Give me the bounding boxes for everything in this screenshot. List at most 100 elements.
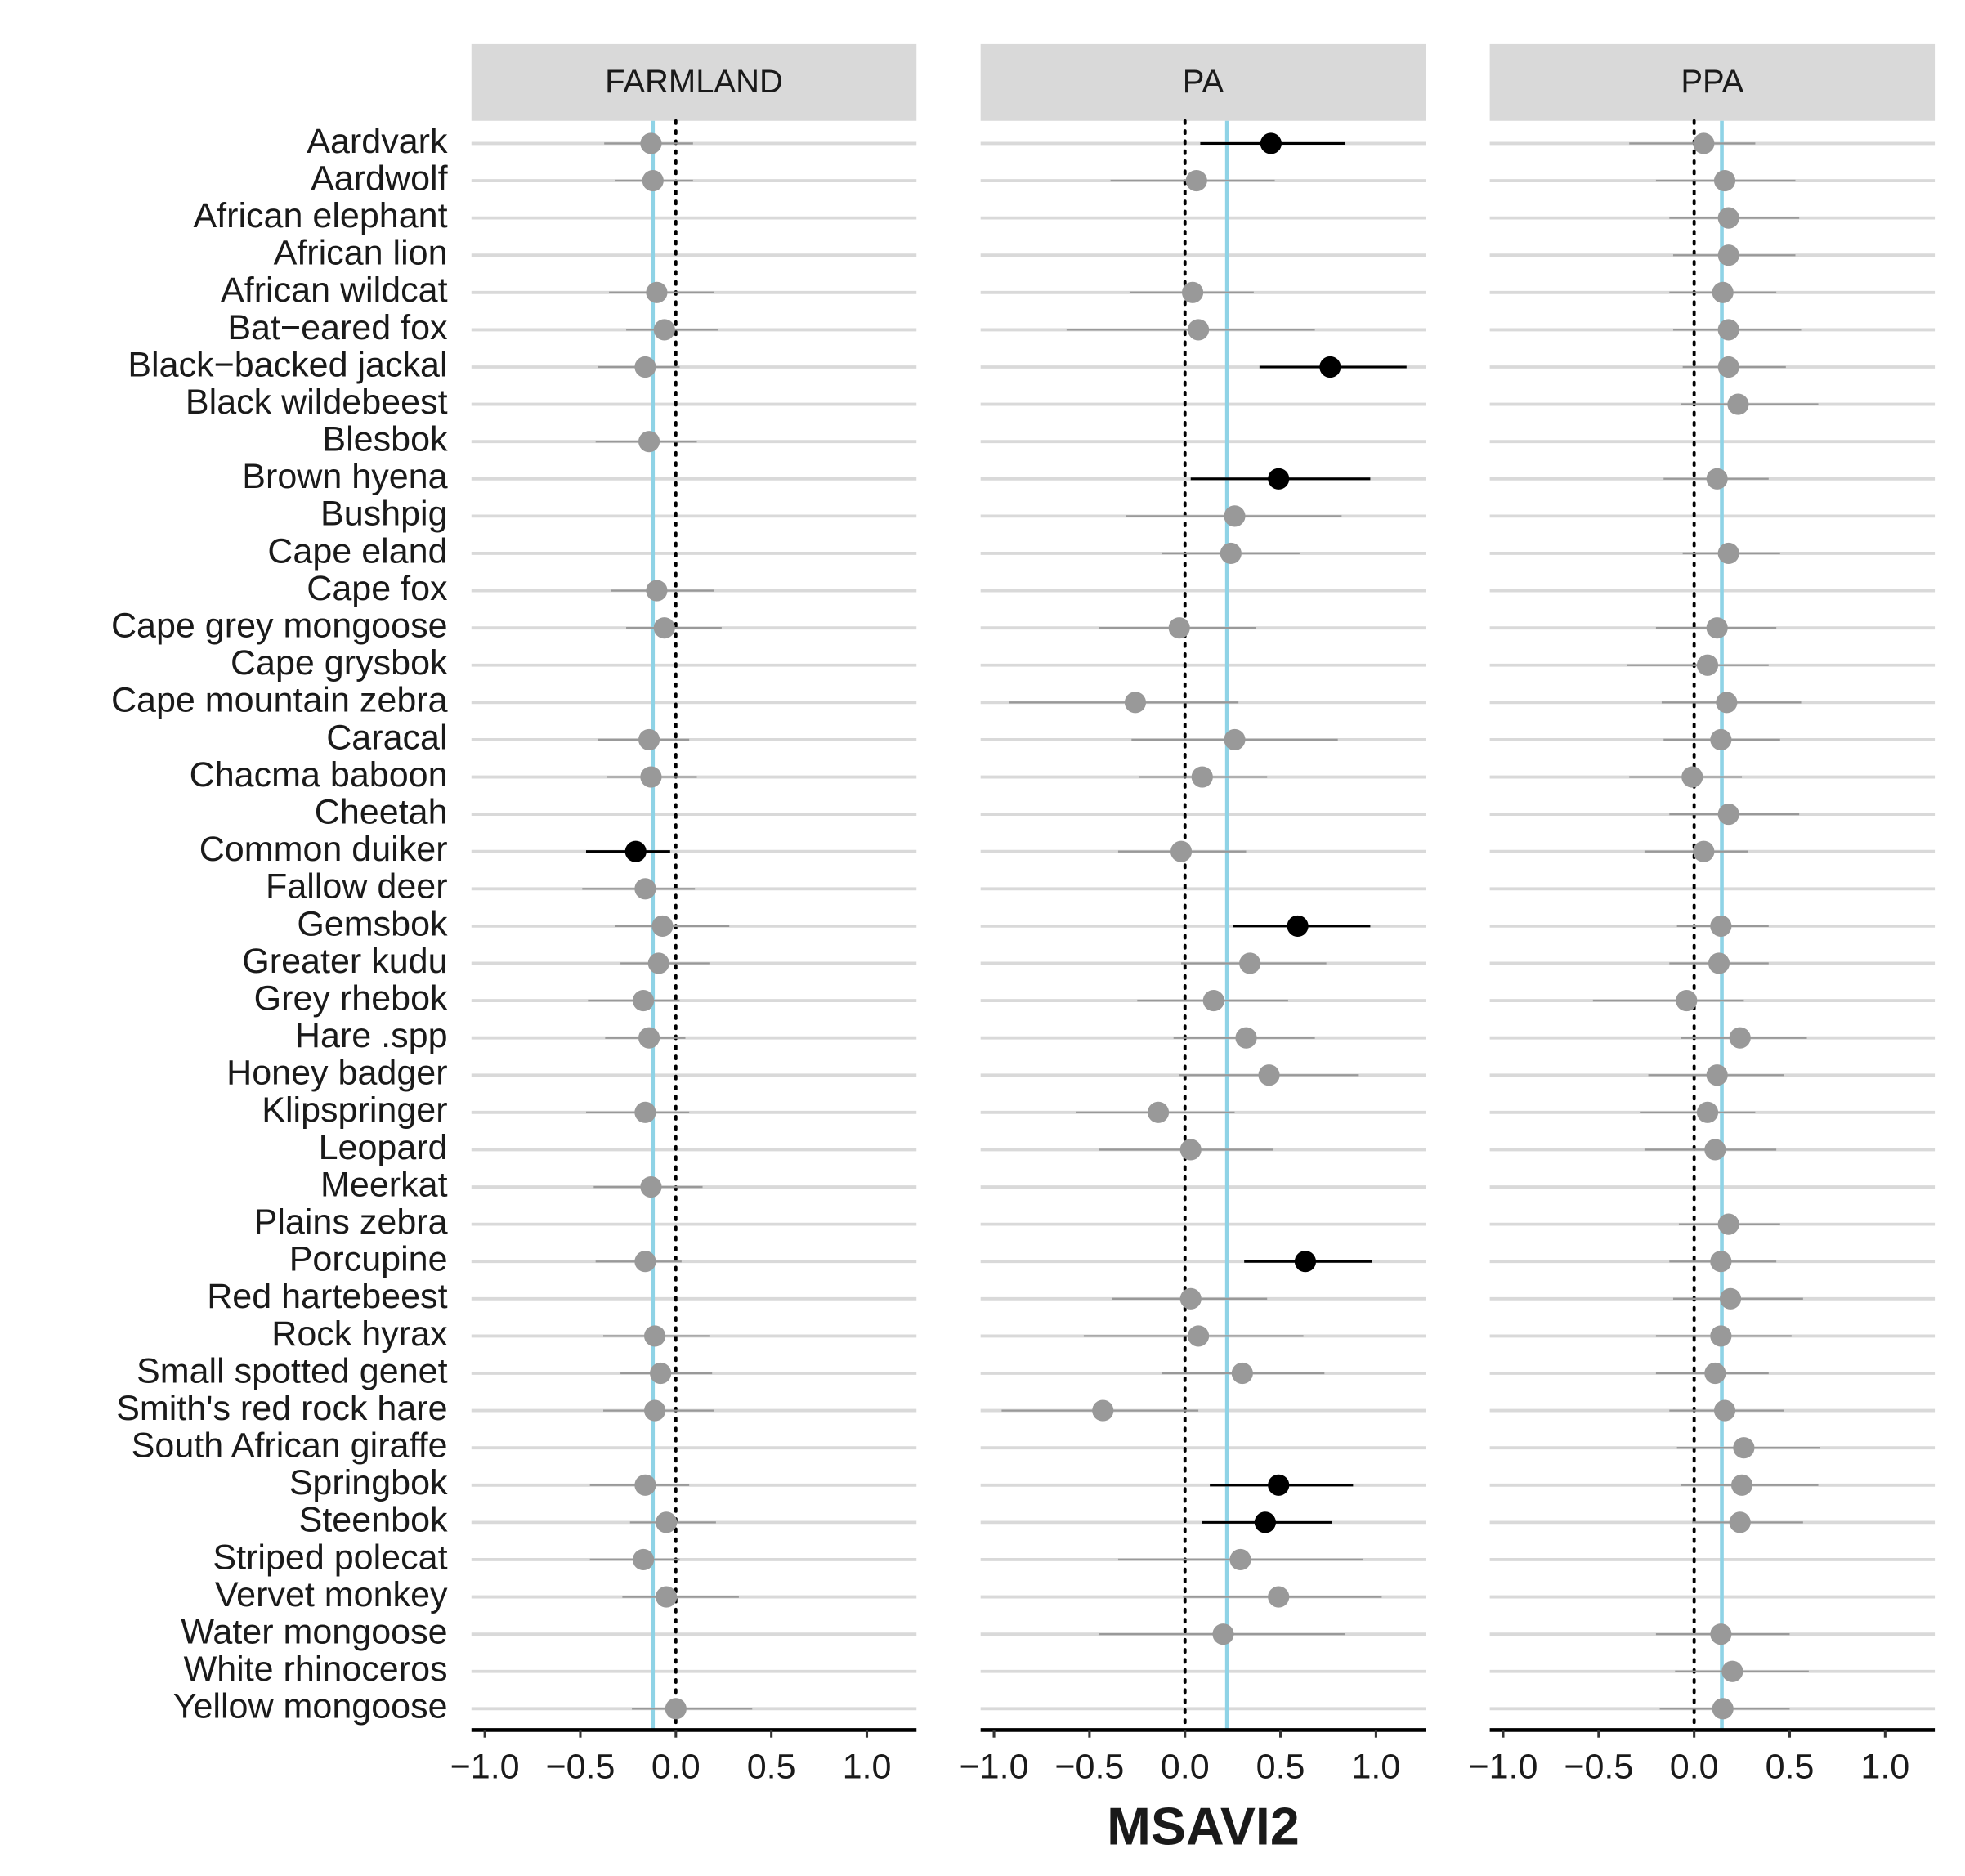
estimate-point <box>1224 728 1246 750</box>
estimate-point <box>1727 393 1749 415</box>
category-label: Grey rhebok <box>254 978 448 1018</box>
estimate-point <box>1319 356 1341 378</box>
estimate-point <box>646 281 668 303</box>
estimate-point <box>1179 1287 1202 1310</box>
strip-background <box>980 43 1426 121</box>
estimate-point <box>1239 952 1261 974</box>
x-tick-label: 0.0 <box>1670 1748 1719 1787</box>
x-tick-label: −1.0 <box>450 1748 520 1787</box>
estimate-point <box>640 766 662 788</box>
category-label: White rhinoceros <box>184 1650 448 1689</box>
category-label: Steenbok <box>299 1501 448 1540</box>
estimate-point <box>1268 1474 1290 1496</box>
estimate-point <box>665 1698 687 1720</box>
estimate-point <box>1712 1698 1734 1720</box>
x-tick-label: 0.0 <box>1161 1748 1210 1787</box>
estimate-point <box>634 1474 656 1496</box>
estimate-point <box>1712 281 1734 303</box>
estimate-point <box>1710 1623 1732 1645</box>
category-label: South African giraffe <box>132 1426 448 1466</box>
estimate-point <box>1185 169 1207 192</box>
estimate-point <box>1719 1287 1742 1310</box>
category-label: Brown hyena <box>242 457 447 496</box>
estimate-point <box>1730 1474 1753 1496</box>
category-label: Black wildebeest <box>186 383 448 422</box>
estimate-point <box>638 1027 660 1049</box>
category-label: Red hartebeest <box>207 1277 447 1316</box>
estimate-point <box>1220 542 1242 565</box>
estimate-point <box>1693 840 1715 862</box>
estimate-point <box>638 728 660 750</box>
category-label: Common duiker <box>199 830 448 869</box>
category-label: Cape fox <box>307 569 448 608</box>
estimate-point <box>1168 617 1190 639</box>
estimate-point <box>1287 915 1309 937</box>
estimate-point <box>1179 1139 1202 1161</box>
estimate-point <box>646 580 668 602</box>
estimate-point <box>634 1251 656 1273</box>
category-label: Black−backed jackal <box>128 345 447 384</box>
estimate-point <box>1706 468 1728 490</box>
strip-background <box>1489 43 1936 121</box>
estimate-point <box>656 1586 678 1608</box>
estimate-point <box>644 1325 666 1347</box>
category-label: Hare .spp <box>295 1016 448 1055</box>
estimate-point <box>1147 1101 1170 1123</box>
category-label: Smith's red rock hare <box>116 1389 447 1428</box>
category-label: Water mongoose <box>181 1613 447 1652</box>
estimate-point <box>1710 728 1732 750</box>
category-label: African wildcat <box>221 271 448 310</box>
category-label: Fallow deer <box>266 867 448 907</box>
estimate-point <box>1706 617 1728 639</box>
estimate-point <box>633 990 655 1012</box>
x-tick-label: 1.0 <box>1860 1748 1909 1787</box>
estimate-point <box>1268 1586 1290 1608</box>
estimate-point <box>1717 804 1739 826</box>
x-tick-label: 0.5 <box>1256 1748 1305 1787</box>
category-label: Yellow mongoose <box>173 1687 448 1726</box>
estimate-point <box>1710 1325 1732 1347</box>
estimate-point <box>1717 244 1739 266</box>
estimate-point <box>1268 468 1290 490</box>
estimate-point <box>653 617 675 639</box>
estimate-point <box>647 952 669 974</box>
category-label: Cape mountain zebra <box>111 681 448 720</box>
x-tick-label: −0.5 <box>1564 1748 1633 1787</box>
estimate-point <box>1717 207 1739 229</box>
category-label: Meerkat <box>320 1165 448 1204</box>
estimate-point <box>634 356 656 378</box>
category-label: Bushpig <box>320 495 448 534</box>
category-label: Caracal <box>326 718 447 757</box>
category-label: Chacma baboon <box>190 755 448 795</box>
category-label: Greater kudu <box>242 942 447 981</box>
estimate-point <box>1710 1251 1732 1273</box>
x-tick-label: −1.0 <box>1468 1748 1538 1787</box>
estimate-point <box>650 1362 672 1385</box>
estimate-point <box>1696 1101 1719 1123</box>
estimate-point <box>1235 1027 1257 1049</box>
estimate-point <box>1231 1362 1253 1385</box>
estimate-point <box>1706 1064 1728 1086</box>
estimate-point <box>1704 1362 1726 1385</box>
x-axis-label: MSAVI2 <box>1107 1798 1300 1856</box>
category-label: Springbok <box>289 1463 448 1502</box>
estimate-point <box>1713 169 1736 192</box>
category-label: Small spotted genet <box>137 1351 448 1390</box>
x-tick-label: 0.5 <box>1766 1748 1815 1787</box>
estimate-point <box>1092 1399 1114 1422</box>
estimate-point <box>1258 1064 1280 1086</box>
category-label: Aardvark <box>307 122 448 161</box>
estimate-point <box>1124 692 1147 714</box>
category-label: Blesbok <box>322 420 448 459</box>
x-tick-label: 1.0 <box>1351 1748 1400 1787</box>
x-tick-label: −0.5 <box>1054 1748 1124 1787</box>
category-label: Rock hyrax <box>271 1314 448 1354</box>
category-label: Cheetah <box>315 792 448 831</box>
estimate-point <box>1733 1437 1755 1459</box>
estimate-point <box>1716 692 1738 714</box>
x-tick-label: 0.0 <box>651 1748 701 1787</box>
category-label: African lion <box>274 234 448 273</box>
panel-title: PPA <box>1681 64 1743 100</box>
estimate-point <box>1202 990 1224 1012</box>
